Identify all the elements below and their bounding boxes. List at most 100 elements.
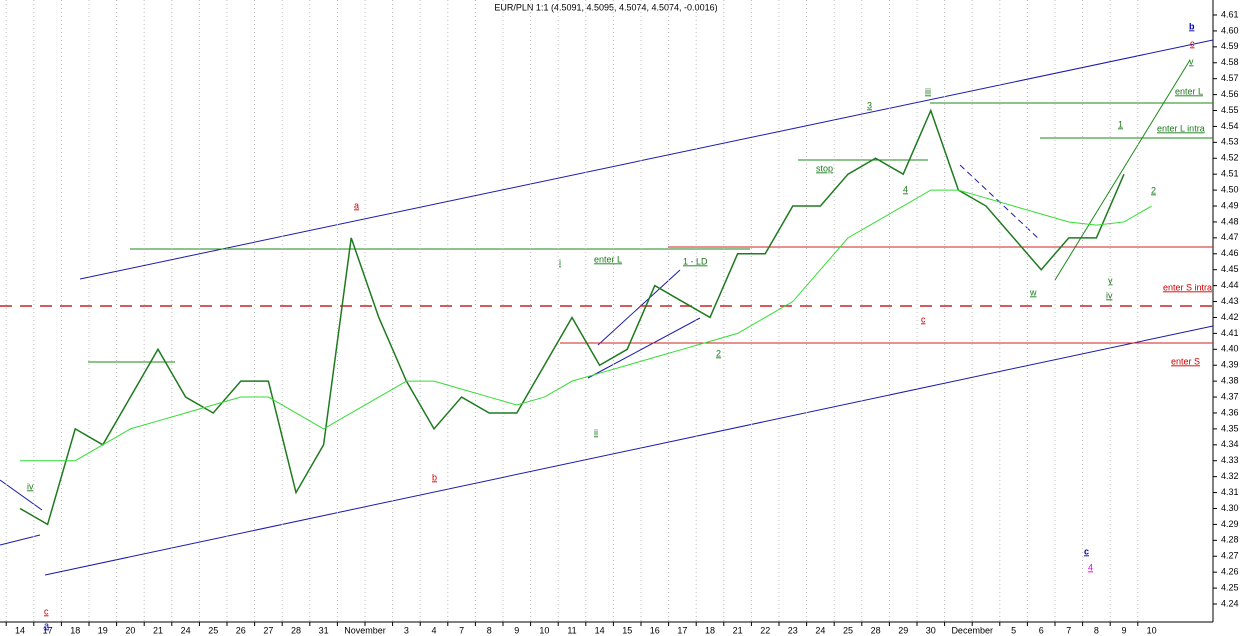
wave-label: v	[1189, 56, 1194, 66]
trend-line	[0, 479, 43, 511]
x-tick-label: 5	[1011, 625, 1016, 635]
wave-label: w	[1029, 287, 1037, 297]
channel-lower	[44, 325, 1214, 576]
y-tick-label: 4.55	[1221, 105, 1239, 115]
x-tick-label: December	[951, 625, 993, 635]
y-tick-label: 4.54	[1221, 121, 1239, 131]
wave-label: 4	[903, 184, 908, 194]
wave-label: 2	[1151, 185, 1156, 195]
x-tick-label: 3	[404, 625, 409, 635]
wave-label: c	[1084, 546, 1089, 556]
y-tick-label: 4.30	[1221, 503, 1239, 513]
wave-label: enter S intra	[1163, 282, 1212, 292]
x-tick-label: 11	[567, 625, 576, 635]
y-tick-label: 4.37	[1221, 391, 1239, 401]
x-tick-label: 15	[622, 625, 632, 635]
x-tick-label: 21	[153, 625, 163, 635]
x-tick-label: 9	[514, 625, 519, 635]
x-tick-label: 26	[236, 625, 246, 635]
x-tick-label: 6	[1039, 625, 1044, 635]
y-tick-label: 4.56	[1221, 89, 1239, 99]
wave-label: b	[1189, 21, 1195, 31]
channel-upper	[79, 39, 1214, 280]
y-tick-label: 4.28	[1221, 535, 1239, 545]
wave-label: enter S	[1171, 356, 1200, 366]
y-tick-label: 4.59	[1221, 41, 1239, 51]
y-tick-label: 4.61	[1221, 9, 1239, 19]
x-tick-label: 4	[431, 625, 436, 635]
trend-line	[587, 317, 701, 379]
x-tick-label: 25	[208, 625, 218, 635]
x-tick-label: 8	[1094, 625, 1099, 635]
x-tick-label: 10	[539, 625, 549, 635]
x-tick-label: 22	[760, 625, 770, 635]
x-tick-label: November	[344, 625, 386, 635]
x-tick-label: 19	[98, 625, 108, 635]
x-tick-label: 24	[181, 625, 191, 635]
y-tick-label: 4.48	[1221, 216, 1239, 226]
drawings	[0, 39, 1214, 576]
x-tick-label: 9	[1121, 625, 1126, 635]
x-tick-label: 28	[291, 625, 301, 635]
wave-label: b	[432, 472, 437, 482]
x-tick-label: 18	[705, 625, 715, 635]
y-tick-label: 4.43	[1221, 296, 1239, 306]
wave-label: 1	[1118, 119, 1123, 129]
x-tick-label: 16	[650, 625, 660, 635]
y-tick-label: 4.34	[1221, 439, 1239, 449]
x-tick-label: 10	[1147, 625, 1157, 635]
y-tick-label: 4.60	[1221, 25, 1239, 35]
y-tick-label: 4.32	[1221, 471, 1239, 481]
wave-label: y	[1108, 275, 1113, 285]
x-tick-label: 29	[898, 625, 908, 635]
y-tick-label: 4.42	[1221, 312, 1239, 322]
y-tick-label: 4.52	[1221, 153, 1239, 163]
wave-label: c	[921, 314, 926, 324]
y-tick-label: 4.57	[1221, 73, 1239, 83]
y-tick-label: 4.53	[1221, 137, 1239, 147]
x-tick-label: 30	[926, 625, 936, 635]
wave-label: i	[559, 257, 561, 267]
wave-label: a	[354, 200, 359, 210]
y-tick-label: 4.36	[1221, 407, 1239, 417]
wave-label: c	[1190, 38, 1195, 48]
wave-label: c	[44, 606, 49, 616]
y-tick-label: 4.46	[1221, 248, 1239, 258]
x-tick-label: 28	[871, 625, 881, 635]
x-tick-label: 21	[733, 625, 743, 635]
wave-label: enter L	[1175, 86, 1203, 96]
x-tick-label: 31	[319, 625, 329, 635]
trend-line	[1054, 59, 1191, 281]
wave-label: enter L intra	[1157, 123, 1205, 133]
x-tick-label: 8	[487, 625, 492, 635]
wave-label: enter L	[594, 254, 622, 264]
y-tick-label: 4.24	[1221, 598, 1239, 608]
x-tick-label: 7	[459, 625, 464, 635]
wave-label: a	[44, 620, 49, 630]
y-tick-label: 4.38	[1221, 376, 1239, 386]
x-tick-label: 14	[15, 625, 25, 635]
x-tick-label: 18	[70, 625, 80, 635]
y-tick-label: 4.27	[1221, 551, 1239, 561]
wave-label: 1 - LD	[683, 256, 708, 266]
y-tick-label: 4.47	[1221, 232, 1239, 242]
x-tick-label: 24	[815, 625, 825, 635]
x-tick-label: 27	[263, 625, 273, 635]
x-tick-label: 17	[677, 625, 687, 635]
wave-label: ii	[594, 427, 598, 437]
y-tick-label: 4.51	[1221, 169, 1239, 179]
y-tick-label: 4.58	[1221, 57, 1239, 67]
y-tick-label: 4.39	[1221, 360, 1239, 370]
wave-label: iii	[925, 86, 931, 96]
y-tick-label: 4.50	[1221, 184, 1239, 194]
y-tick-label: 4.40	[1221, 344, 1239, 354]
x-tick-label: 14	[595, 625, 605, 635]
wave-label: 3	[867, 100, 872, 110]
trend-line	[597, 269, 681, 346]
y-tick-label: 4.45	[1221, 264, 1239, 274]
y-tick-label: 4.29	[1221, 519, 1239, 529]
price-line	[20, 189, 1152, 462]
